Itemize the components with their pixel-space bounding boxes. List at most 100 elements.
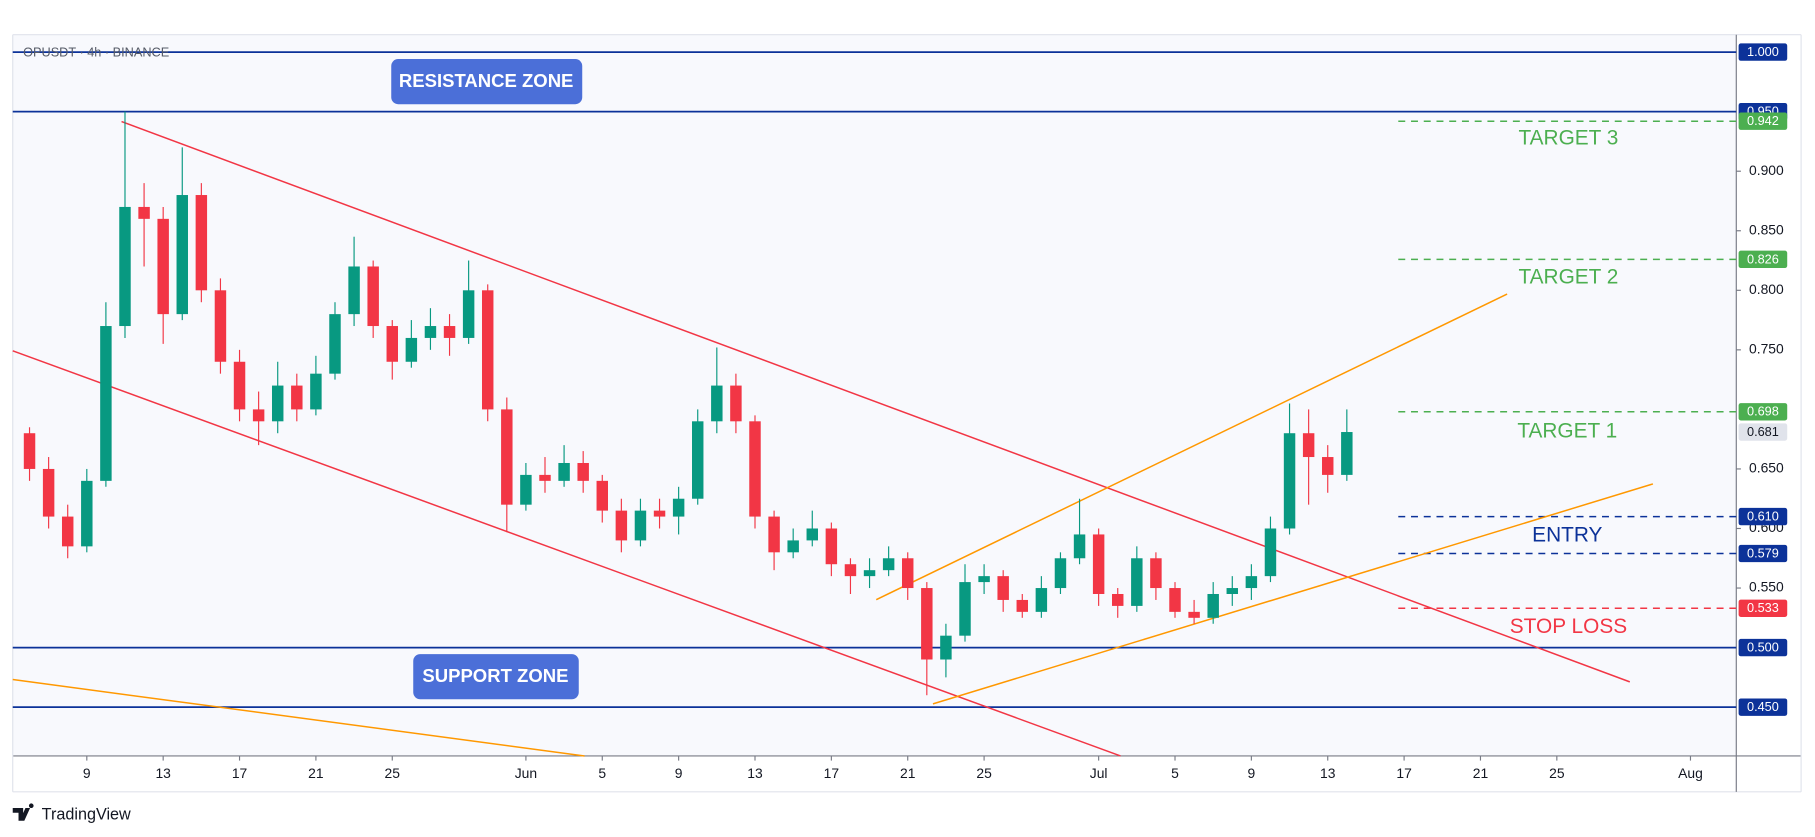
trade-label: ENTRY [1532, 524, 1602, 547]
candle-body [1341, 432, 1353, 475]
candle-body [176, 195, 188, 315]
price-badge-label: 0.579 [1747, 545, 1779, 560]
x-tick-label: 13 [155, 765, 171, 781]
zone-box [413, 654, 579, 700]
x-tick-label: 9 [83, 765, 91, 781]
candle-body [1322, 457, 1334, 475]
candle-body [520, 474, 532, 505]
trade-label: TARGET 3 [1518, 126, 1618, 149]
zone-label: RESISTANCE ZONE [399, 70, 574, 91]
x-tick-label: 17 [1396, 765, 1412, 781]
candle-body [615, 510, 628, 541]
y-tick-label: 0.550 [1749, 579, 1784, 595]
candle-body [462, 290, 475, 338]
candle-body [1264, 528, 1277, 577]
y-tick-label: 0.900 [1749, 162, 1784, 178]
price-badge [1738, 250, 1788, 269]
price-badge-label: 0.533 [1747, 600, 1779, 615]
candle-body [386, 326, 398, 362]
trendline [12, 350, 1121, 757]
price-badge [1738, 43, 1788, 61]
candle-body [730, 385, 742, 422]
trendlines [12, 120, 1654, 757]
levels [12, 51, 1737, 709]
x-tick-label: 21 [900, 765, 916, 781]
candle-body [1245, 576, 1258, 589]
candle-body [271, 385, 284, 422]
candle-body [711, 385, 723, 422]
y-tick-label: 0.800 [1749, 281, 1784, 297]
candle-body [1169, 588, 1181, 612]
price-badge-label: 0.450 [1747, 699, 1779, 714]
zone-box [391, 59, 583, 105]
x-tick-label: Aug [1678, 765, 1703, 781]
price-badge [1738, 112, 1788, 130]
candle-body [768, 516, 780, 553]
candle-body [1092, 534, 1105, 594]
candle-body [138, 206, 150, 219]
candle-body [1283, 433, 1296, 529]
candle-body [119, 206, 131, 327]
candle-body [940, 635, 952, 660]
annotations: RESISTANCE ZONE SUPPORT ZONE TARGET 3 TA… [391, 59, 1627, 700]
logo-mark [12, 803, 34, 821]
x-tick-label: 13 [1320, 765, 1336, 781]
price-badge [1738, 507, 1788, 526]
candle-body [1035, 588, 1048, 612]
y-tick-label: 0.650 [1749, 460, 1784, 476]
candle-body [596, 480, 608, 511]
x-tick-label: 13 [747, 765, 763, 781]
candle-body [863, 570, 876, 577]
candle-body [672, 498, 685, 517]
candle-body [1054, 558, 1067, 589]
candle-body [195, 195, 208, 291]
candle-body [1016, 599, 1029, 612]
candle-body [634, 510, 647, 541]
candle-body [329, 314, 341, 374]
candle-body [252, 409, 265, 422]
symbol-title: OPUSDT · 4h · BINANCE [23, 45, 169, 60]
logo: TradingView [12, 803, 131, 823]
trendline [12, 678, 585, 757]
candle-body [1073, 534, 1086, 559]
candle-body [978, 576, 990, 583]
candle-body [367, 266, 379, 327]
last-price-badge [1738, 423, 1788, 441]
trade-label: TARGET 2 [1518, 265, 1618, 288]
candle-body [691, 421, 704, 499]
candle-body [1131, 558, 1143, 606]
candle-body [825, 528, 838, 565]
x-tick-label: 21 [308, 765, 324, 781]
trade-label: TARGET 1 [1517, 419, 1617, 442]
x-tick-label: 5 [598, 765, 606, 781]
candle-body [233, 361, 246, 410]
trendline [121, 120, 1631, 683]
x-tick-label: 17 [824, 765, 840, 781]
candle-body [997, 576, 1009, 600]
candle-body [1226, 588, 1239, 594]
candle-body [424, 326, 437, 338]
trendline [932, 483, 1654, 705]
watermark: TradingView [42, 805, 131, 823]
x-tick-label: 25 [385, 765, 401, 781]
trade-label: STOP LOSS [1510, 615, 1627, 638]
candle-body [1207, 593, 1219, 618]
candle-body [806, 528, 819, 541]
candle-body [291, 385, 303, 410]
price-badge-label: 0.500 [1747, 640, 1779, 655]
x-tick-label: 25 [976, 765, 992, 781]
price-badge [1738, 544, 1788, 563]
x-tick-label: 9 [1248, 765, 1256, 781]
y-tick-label: 0.850 [1749, 221, 1784, 237]
candle-body [157, 218, 169, 315]
x-tick-label: 21 [1473, 765, 1489, 781]
price-badge-label: 0.826 [1747, 251, 1779, 266]
candles [23, 111, 1353, 696]
candle-body [214, 290, 227, 362]
candle-body [1150, 558, 1162, 589]
zone-label: SUPPORT ZONE [422, 665, 568, 686]
x-tick-label: Jun [515, 765, 537, 781]
x-tick-label: 17 [232, 765, 248, 781]
candle-body [443, 326, 456, 338]
